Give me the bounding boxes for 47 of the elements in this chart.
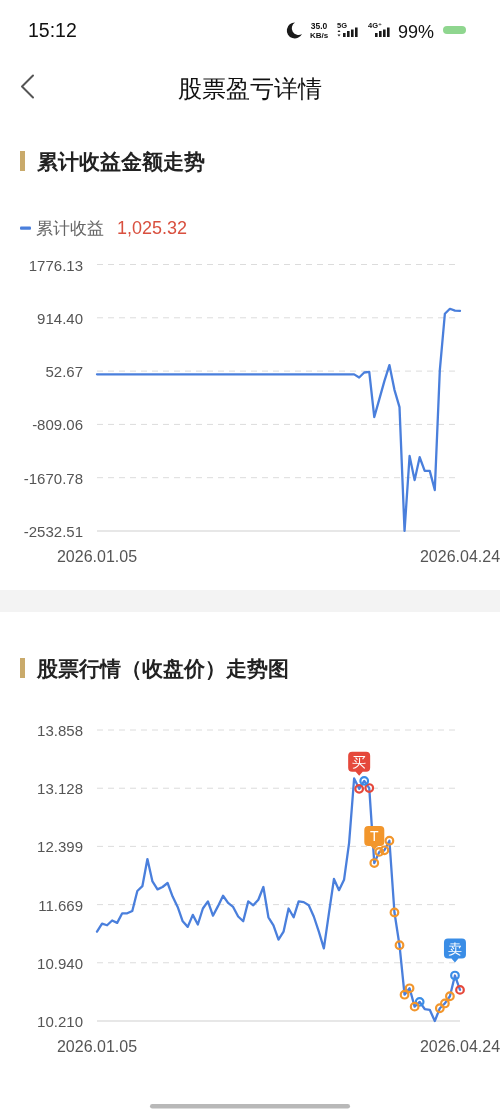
chart-title: 累计收益金额走势	[36, 149, 205, 173]
point	[414, 996, 425, 1007]
point	[379, 845, 390, 856]
point	[389, 907, 400, 918]
y-tick-label: 1776.13	[28, 256, 83, 273]
text: 99%	[398, 21, 435, 42]
point	[354, 783, 365, 794]
chart-title: 股票行情（收盘价）走势图	[36, 656, 289, 680]
point	[450, 970, 460, 981]
x-tick-label: 2026.04.24	[419, 548, 500, 565]
point	[369, 858, 380, 868]
x-tick-label: 2026.04.24	[419, 1038, 500, 1055]
line-series	[95, 307, 462, 532]
x-tick-label: 2026.01.05	[56, 548, 138, 565]
text: 股票盈亏详情	[178, 74, 322, 101]
text: KB/s	[309, 31, 329, 40]
data-label: 卖	[447, 940, 462, 957]
point	[409, 1001, 420, 1012]
y-tick-label: 12.399	[37, 837, 83, 855]
point	[359, 775, 370, 786]
text: 1,025.32	[117, 218, 188, 238]
y-tick-label: -2532.51	[23, 522, 83, 540]
data-label: 买	[352, 753, 367, 770]
point	[404, 983, 415, 994]
y-tick-label: 914.40	[37, 309, 83, 327]
y-tick-label: 11.669	[38, 896, 83, 914]
text: 15:12	[28, 19, 77, 41]
point	[374, 846, 385, 857]
point	[439, 998, 450, 1009]
y-tick-label: -1670.78	[23, 469, 83, 487]
y-tick-label: 13.128	[37, 779, 83, 797]
point	[399, 989, 410, 1000]
y-tick-label: 13.858	[37, 721, 83, 739]
point	[445, 991, 455, 1002]
y-tick-label: 52.67	[45, 362, 83, 380]
x-tick-label: 2026.01.05	[56, 1038, 138, 1055]
point	[384, 835, 395, 846]
legend-label: 累计收益	[36, 218, 104, 238]
y-tick-label: 10.210	[37, 1012, 83, 1030]
y-tick-label: -809.06	[32, 415, 83, 433]
data-label: T	[370, 828, 380, 845]
point	[364, 783, 375, 793]
point	[455, 984, 465, 995]
point	[434, 1003, 445, 1014]
text: 35.0	[310, 20, 328, 31]
point	[394, 940, 405, 951]
y-tick-label: 10.940	[37, 954, 83, 972]
